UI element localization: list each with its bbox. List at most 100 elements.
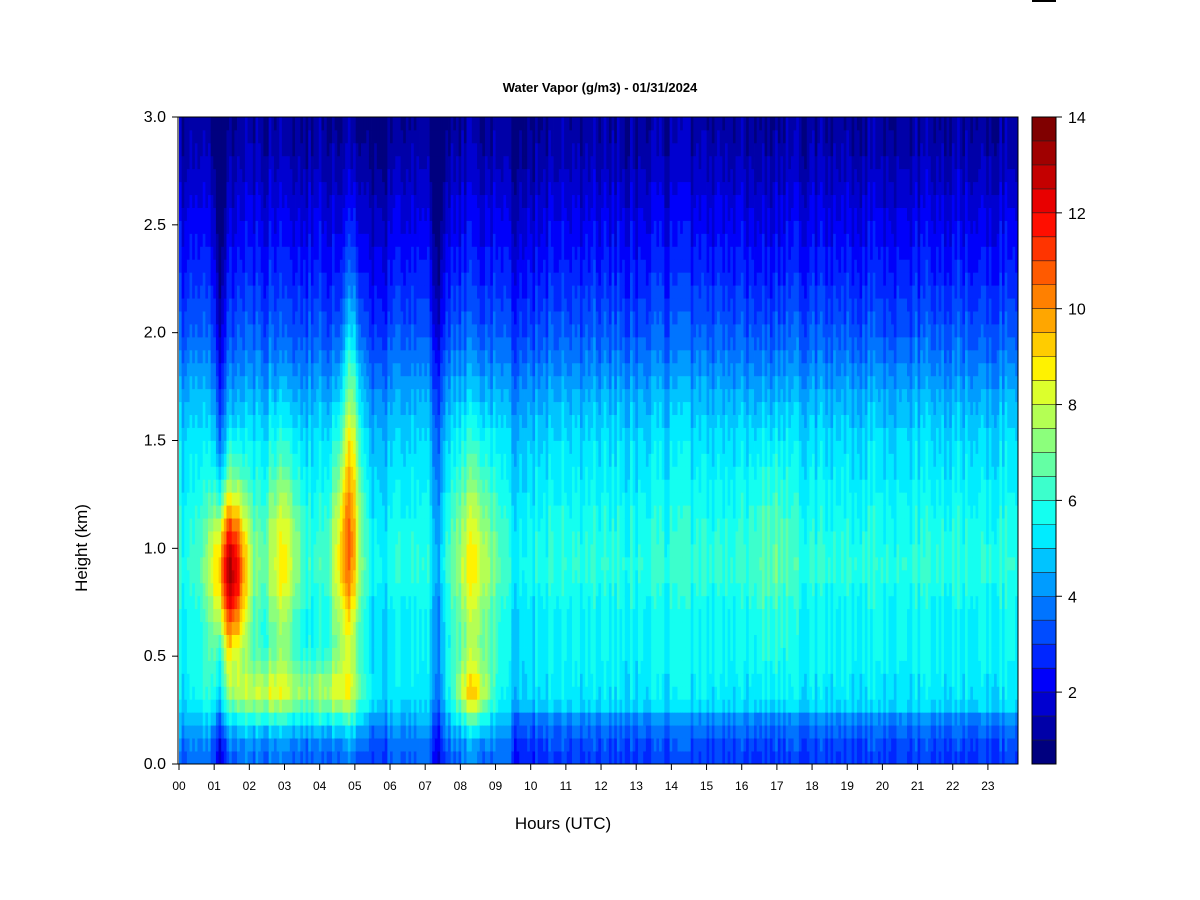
heatmap-cell bbox=[416, 388, 420, 403]
heatmap-cell bbox=[281, 466, 285, 480]
heatmap-cell bbox=[266, 272, 270, 286]
heatmap-cell bbox=[263, 233, 267, 247]
heatmap-cell bbox=[213, 453, 217, 467]
heatmap-cell bbox=[305, 453, 309, 467]
heatmap-cell bbox=[313, 362, 317, 377]
heatmap-cell bbox=[208, 712, 212, 726]
heatmap-cell bbox=[384, 440, 388, 454]
heatmap-cell bbox=[324, 168, 328, 183]
heatmap-cell bbox=[208, 634, 212, 648]
heatmap-cell bbox=[242, 556, 246, 571]
heatmap-cell bbox=[260, 725, 264, 739]
heatmap-cell bbox=[358, 686, 362, 700]
heatmap-cell bbox=[202, 505, 206, 519]
heatmap-cell bbox=[345, 699, 349, 713]
heatmap-cell bbox=[305, 259, 309, 273]
heatmap-cell bbox=[437, 440, 441, 454]
heatmap-cell bbox=[287, 181, 291, 196]
heatmap-cell bbox=[237, 608, 241, 623]
heatmap-cell bbox=[266, 738, 270, 752]
heatmap-cell bbox=[366, 285, 370, 299]
heatmap-cell bbox=[218, 298, 222, 312]
heatmap-cell bbox=[379, 349, 383, 364]
heatmap-cell bbox=[208, 311, 212, 325]
heatmap-cell bbox=[350, 155, 354, 170]
heatmap-cell bbox=[350, 142, 354, 157]
heatmap-cell bbox=[429, 647, 433, 661]
heatmap-cell bbox=[229, 220, 233, 234]
heatmap-cell bbox=[223, 336, 227, 351]
heatmap-cell bbox=[281, 272, 285, 286]
heatmap-cell bbox=[231, 634, 235, 648]
heatmap-cell bbox=[331, 582, 336, 597]
heatmap-cell bbox=[363, 298, 367, 312]
heatmap-cell bbox=[342, 324, 346, 338]
heatmap-cell bbox=[416, 129, 420, 144]
heatmap-cell bbox=[252, 220, 256, 234]
heatmap-cell bbox=[318, 492, 322, 506]
heatmap-cell bbox=[234, 518, 238, 532]
heatmap-cell bbox=[419, 686, 423, 700]
heatmap-cell bbox=[374, 336, 378, 351]
heatmap-cell bbox=[279, 686, 283, 700]
heatmap-cell bbox=[318, 181, 322, 196]
heatmap-cell bbox=[255, 155, 259, 170]
heatmap-cell bbox=[237, 712, 241, 726]
heatmap-cell bbox=[239, 207, 243, 221]
heatmap-cell bbox=[313, 324, 317, 338]
heatmap-cell bbox=[263, 544, 267, 558]
heatmap-cell bbox=[434, 595, 438, 610]
heatmap-cell bbox=[252, 738, 256, 752]
heatmap-cell bbox=[292, 401, 296, 416]
heatmap-cell bbox=[337, 595, 341, 610]
heatmap-cell bbox=[295, 569, 299, 584]
heatmap-cell bbox=[310, 246, 314, 260]
heatmap-cell bbox=[395, 194, 399, 208]
heatmap-cell bbox=[392, 362, 396, 377]
heatmap-cell bbox=[313, 168, 317, 183]
heatmap-cell bbox=[432, 582, 436, 597]
heatmap-cell bbox=[384, 621, 388, 635]
heatmap-cell bbox=[252, 117, 256, 131]
heatmap-cell bbox=[395, 362, 399, 377]
heatmap-cell bbox=[403, 414, 407, 428]
heatmap-cell bbox=[310, 634, 314, 648]
heatmap-cell bbox=[361, 388, 365, 403]
heatmap-cell bbox=[289, 569, 293, 584]
heatmap-cell bbox=[194, 712, 198, 726]
heatmap-cell bbox=[324, 285, 328, 299]
heatmap-cell bbox=[210, 647, 214, 661]
heatmap-cell bbox=[326, 738, 330, 752]
heatmap-cell bbox=[363, 492, 367, 506]
heatmap-cell bbox=[305, 673, 309, 687]
heatmap-cell bbox=[223, 608, 227, 623]
heatmap-cell bbox=[258, 479, 262, 493]
heatmap-cell bbox=[295, 738, 299, 752]
heatmap-cell bbox=[421, 531, 425, 545]
heatmap-cell bbox=[342, 569, 346, 584]
heatmap-cell bbox=[287, 349, 291, 364]
heatmap-cell bbox=[205, 285, 209, 299]
heatmap-cell bbox=[260, 246, 264, 260]
heatmap-cell bbox=[347, 479, 351, 493]
heatmap-cell bbox=[239, 155, 243, 170]
heatmap-cell bbox=[363, 181, 367, 196]
heatmap-cell bbox=[273, 362, 277, 377]
heatmap-cell bbox=[242, 233, 246, 247]
heatmap-cell bbox=[252, 621, 256, 635]
heatmap-cell bbox=[210, 142, 214, 157]
heatmap-cell bbox=[239, 453, 243, 467]
heatmap-cell bbox=[437, 556, 441, 571]
heatmap-cell bbox=[426, 194, 430, 208]
heatmap-cell bbox=[371, 621, 375, 635]
heatmap-cell bbox=[218, 362, 222, 377]
heatmap-cell bbox=[390, 699, 394, 713]
heatmap-cell bbox=[361, 207, 365, 221]
heatmap-cell bbox=[400, 686, 404, 700]
heatmap-cell bbox=[292, 117, 296, 131]
heatmap-cell bbox=[213, 712, 217, 726]
heatmap-cell bbox=[308, 595, 312, 610]
heatmap-cell bbox=[324, 259, 328, 273]
heatmap-cell bbox=[424, 246, 428, 260]
heatmap-cell bbox=[244, 388, 248, 403]
